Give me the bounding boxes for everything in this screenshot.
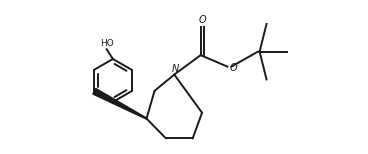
Text: O: O	[198, 15, 206, 25]
Polygon shape	[93, 88, 147, 119]
Text: O: O	[229, 63, 237, 73]
Text: N: N	[172, 64, 179, 74]
Text: HO: HO	[100, 39, 114, 48]
